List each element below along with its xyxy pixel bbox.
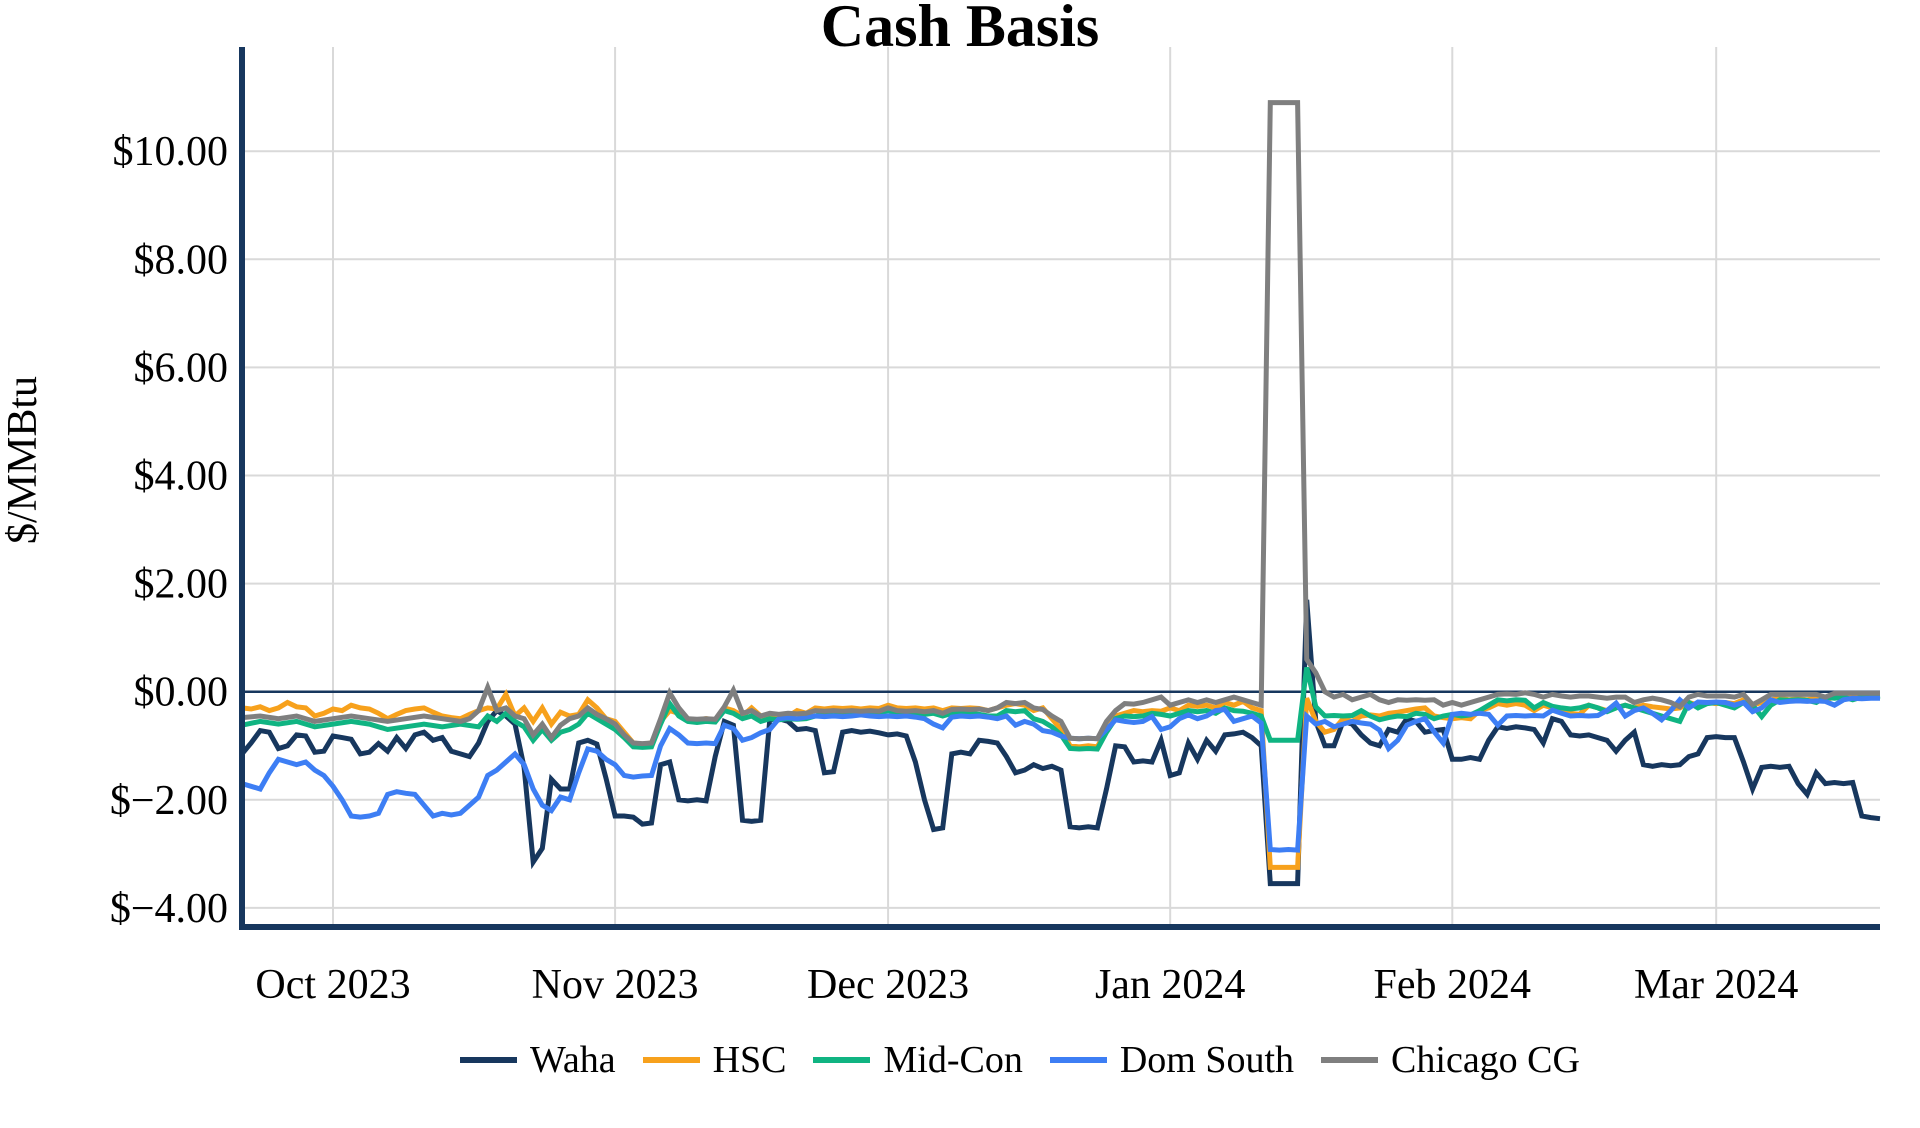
legend-label: Dom South	[1119, 1039, 1295, 1081]
x-tick-label: Jan 2024	[1095, 962, 1246, 1008]
series-line-dom-south	[241, 695, 1880, 853]
y-tick-label: $10.00	[113, 129, 229, 175]
legend-swatch-icon	[1321, 1057, 1379, 1063]
legend-label: Chicago CG	[1391, 1039, 1580, 1081]
y-tick-label: $6.00	[134, 345, 229, 391]
legend-swatch-icon	[813, 1057, 871, 1063]
series-line-chicago-cg	[241, 100, 1880, 747]
chart-legend: Waha HSC Mid-Con Dom South Chicago CG	[0, 1038, 1920, 1082]
x-tick-label: Nov 2023	[532, 962, 699, 1008]
legend-label: Waha	[530, 1039, 616, 1081]
y-tick-label: $4.00	[134, 454, 229, 500]
legend-item-hsc: HSC	[642, 1038, 787, 1082]
axis-lines	[239, 47, 1880, 930]
y-axis-title: $/MMBtu	[0, 376, 46, 544]
legend-item-chicago-cg: Chicago CG	[1321, 1038, 1580, 1082]
y-tick-label: $0.00	[134, 670, 229, 716]
legend-swatch-icon	[460, 1057, 517, 1063]
legend-swatch-icon	[642, 1057, 700, 1063]
x-tick-label: Dec 2023	[807, 962, 969, 1008]
legend-item-mid-con: Mid-Con	[813, 1038, 1023, 1082]
series-line-waha	[240, 599, 1881, 887]
legend-item-waha: Waha	[460, 1038, 616, 1082]
y-tick-label: $8.00	[134, 237, 229, 283]
y-tick-label: $−4.00	[110, 886, 228, 932]
series-line-mid-con	[241, 666, 1881, 752]
y-tick-label: $−2.00	[110, 778, 228, 824]
legend-swatch-icon	[1049, 1057, 1107, 1063]
x-tick-label: Oct 2023	[255, 962, 410, 1008]
x-tick-label: Mar 2024	[1634, 962, 1798, 1008]
chart-title: Cash Basis	[820, 0, 1100, 59]
legend-label: HSC	[712, 1039, 787, 1081]
x-tick-label: Feb 2024	[1374, 962, 1532, 1008]
y-tick-label: $2.00	[134, 562, 229, 608]
legend-label: Mid-Con	[883, 1039, 1023, 1081]
legend-item-dom-south: Dom South	[1049, 1038, 1295, 1082]
